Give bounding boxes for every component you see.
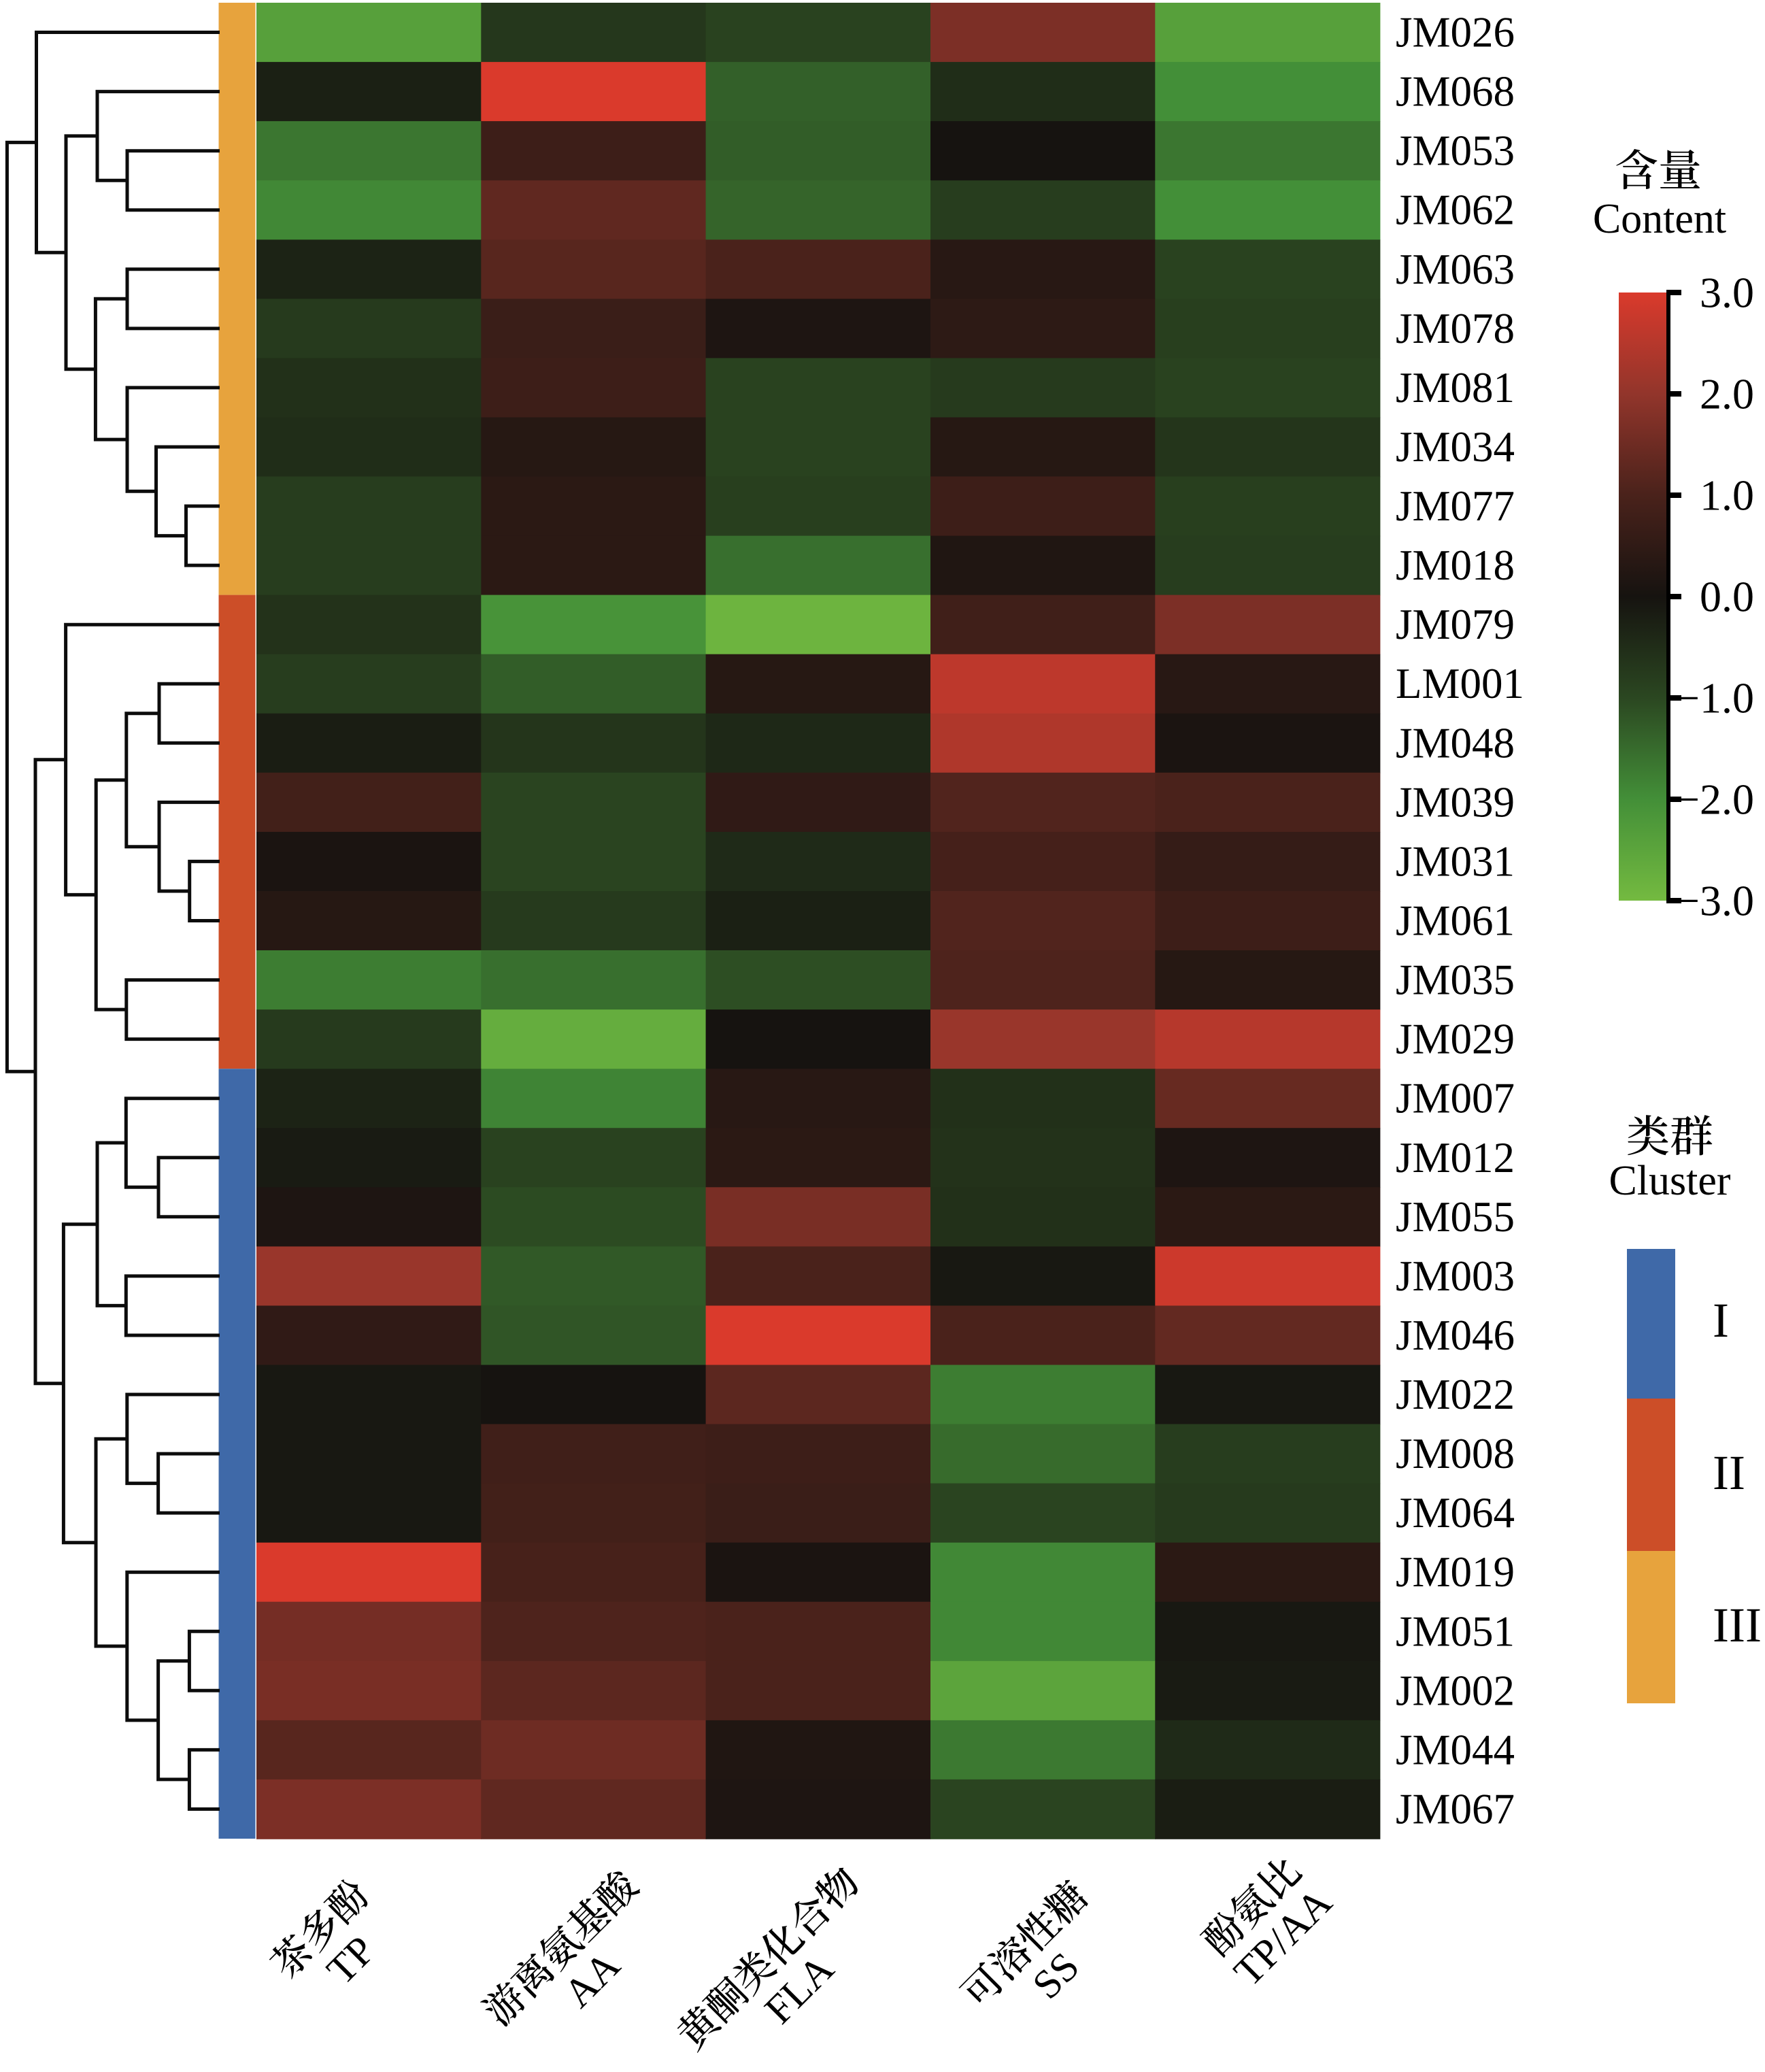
svg-text:JM067: JM067 (1396, 1786, 1515, 1833)
svg-text:JM012: JM012 (1396, 1134, 1515, 1182)
svg-text:JM081: JM081 (1396, 364, 1515, 412)
svg-text:JM063: JM063 (1396, 246, 1515, 293)
svg-text:JM062: JM062 (1396, 186, 1515, 234)
svg-text:III: III (1713, 1598, 1762, 1652)
svg-text:−2.0: −2.0 (1675, 775, 1754, 824)
svg-text:JM048: JM048 (1396, 719, 1515, 767)
svg-text:JM031: JM031 (1396, 837, 1515, 885)
svg-text:−1.0: −1.0 (1675, 674, 1754, 722)
svg-text:LM001: LM001 (1396, 660, 1524, 707)
svg-text:JM022: JM022 (1396, 1371, 1515, 1418)
svg-text:3.0: 3.0 (1700, 269, 1754, 317)
svg-text:JM035: JM035 (1396, 956, 1515, 1004)
svg-text:−3.0: −3.0 (1675, 877, 1754, 925)
svg-text:JM029: JM029 (1396, 1016, 1515, 1063)
svg-text:1.0: 1.0 (1700, 471, 1754, 520)
svg-text:JM008: JM008 (1396, 1430, 1515, 1477)
svg-text:JM002: JM002 (1396, 1667, 1515, 1714)
svg-text:JM078: JM078 (1396, 305, 1515, 352)
svg-text:JM077: JM077 (1396, 482, 1515, 530)
svg-text:JM007: JM007 (1396, 1075, 1515, 1122)
svg-text:JM061: JM061 (1396, 897, 1515, 945)
svg-text:JM079: JM079 (1396, 601, 1515, 648)
svg-text:JM019: JM019 (1396, 1548, 1515, 1596)
svg-text:JM026: JM026 (1396, 9, 1515, 56)
svg-text:Cluster: Cluster (1609, 1158, 1730, 1204)
svg-text:JM018: JM018 (1396, 541, 1515, 589)
svg-text:2.0: 2.0 (1700, 370, 1754, 418)
svg-text:JM053: JM053 (1396, 127, 1515, 175)
svg-text:Content: Content (1593, 196, 1726, 242)
svg-text:II: II (1713, 1446, 1745, 1500)
svg-text:JM039: JM039 (1396, 778, 1515, 826)
svg-text:JM034: JM034 (1396, 423, 1515, 471)
svg-text:JM055: JM055 (1396, 1193, 1515, 1241)
svg-text:0.0: 0.0 (1700, 573, 1754, 621)
svg-text:JM068: JM068 (1396, 68, 1515, 116)
svg-text:JM003: JM003 (1396, 1252, 1515, 1300)
svg-text:JM064: JM064 (1396, 1489, 1515, 1537)
svg-text:JM046: JM046 (1396, 1311, 1515, 1359)
svg-text:I: I (1713, 1293, 1729, 1348)
svg-text:JM051: JM051 (1396, 1607, 1515, 1655)
svg-text:JM044: JM044 (1396, 1726, 1515, 1773)
